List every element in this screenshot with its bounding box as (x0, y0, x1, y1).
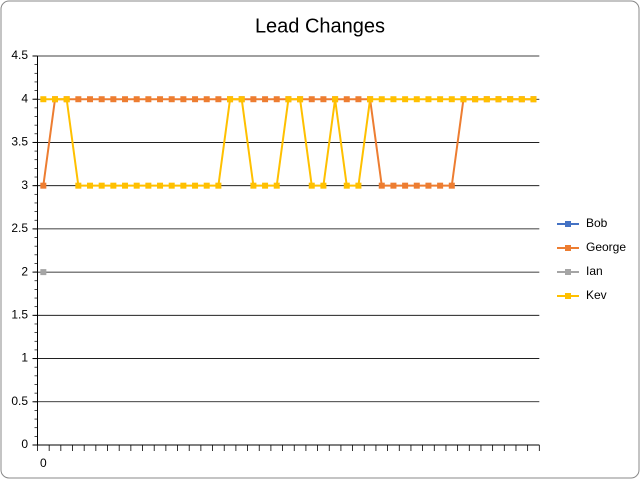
point-marker (390, 96, 397, 103)
point-marker (133, 96, 140, 103)
y-tick-label: 1.5 (11, 308, 28, 322)
point-marker (320, 96, 327, 103)
point-marker (343, 182, 350, 189)
point-marker (320, 182, 327, 189)
point-marker (297, 96, 304, 103)
legend-swatch-marker (565, 245, 571, 251)
point-marker (145, 96, 152, 103)
point-marker (367, 96, 374, 103)
legend-label: George (586, 240, 626, 254)
point-marker (495, 96, 502, 103)
point-marker (437, 182, 444, 189)
point-marker (203, 182, 210, 189)
point-marker (355, 96, 362, 103)
y-tick-label: 4 (21, 91, 28, 105)
point-marker (378, 96, 385, 103)
point-marker (133, 182, 140, 189)
legend-swatch-marker (565, 293, 571, 299)
y-tick-label: 1 (21, 351, 28, 365)
point-marker (180, 96, 187, 103)
legend-label: Ian (586, 264, 603, 278)
x-tick-label: 0 (40, 456, 47, 470)
point-marker (110, 96, 117, 103)
point-marker (413, 182, 420, 189)
point-marker (285, 96, 292, 103)
point-marker (507, 96, 514, 103)
point-marker (460, 96, 467, 103)
point-marker (227, 96, 234, 103)
point-marker (157, 182, 164, 189)
point-marker (215, 96, 222, 103)
point-marker (110, 182, 117, 189)
point-marker (250, 182, 257, 189)
point-marker (122, 96, 129, 103)
point-marker (425, 182, 432, 189)
y-tick-label: 4.5 (11, 48, 28, 62)
point-marker (250, 96, 257, 103)
point-marker (437, 96, 444, 103)
y-tick-label: 3.5 (11, 135, 28, 149)
point-marker (98, 182, 105, 189)
point-marker (87, 182, 94, 189)
point-marker (273, 96, 280, 103)
point-marker (262, 96, 269, 103)
point-marker (40, 96, 47, 103)
point-marker (355, 182, 362, 189)
point-marker (262, 182, 269, 189)
y-tick-label: 0.5 (11, 394, 28, 408)
point-marker (122, 182, 129, 189)
point-marker (273, 182, 280, 189)
point-marker (402, 182, 409, 189)
point-marker (215, 182, 222, 189)
point-marker (413, 96, 420, 103)
point-marker (75, 182, 82, 189)
point-marker (332, 96, 339, 103)
point-marker (308, 96, 315, 103)
point-marker (425, 96, 432, 103)
point-marker (448, 96, 455, 103)
chart-title: Lead Changes (255, 15, 385, 37)
point-marker (52, 96, 59, 103)
point-marker (378, 182, 385, 189)
point-marker (98, 96, 105, 103)
y-tick-label: 3 (21, 178, 28, 192)
point-marker (518, 96, 525, 103)
point-marker (40, 182, 47, 189)
point-marker (40, 269, 47, 276)
point-marker (448, 182, 455, 189)
y-tick-label: 2.5 (11, 221, 28, 235)
legend-swatch-marker (565, 221, 571, 227)
legend-label: Bob (586, 216, 608, 230)
point-marker (483, 96, 490, 103)
point-marker (530, 96, 537, 103)
point-marker (390, 182, 397, 189)
point-marker (238, 96, 245, 103)
point-marker (87, 96, 94, 103)
point-marker (180, 182, 187, 189)
point-marker (203, 96, 210, 103)
y-tick-label: 2 (21, 264, 28, 278)
point-marker (168, 96, 175, 103)
point-marker (145, 182, 152, 189)
point-marker (157, 96, 164, 103)
point-marker (168, 182, 175, 189)
point-marker (63, 96, 70, 103)
point-marker (192, 96, 199, 103)
y-tick-label: 0 (21, 437, 28, 451)
point-marker (472, 96, 479, 103)
point-marker (402, 96, 409, 103)
point-marker (343, 96, 350, 103)
legend-swatch-marker (565, 269, 571, 275)
legend-label: Kev (586, 288, 607, 302)
point-marker (308, 182, 315, 189)
point-marker (192, 182, 199, 189)
point-marker (75, 96, 82, 103)
